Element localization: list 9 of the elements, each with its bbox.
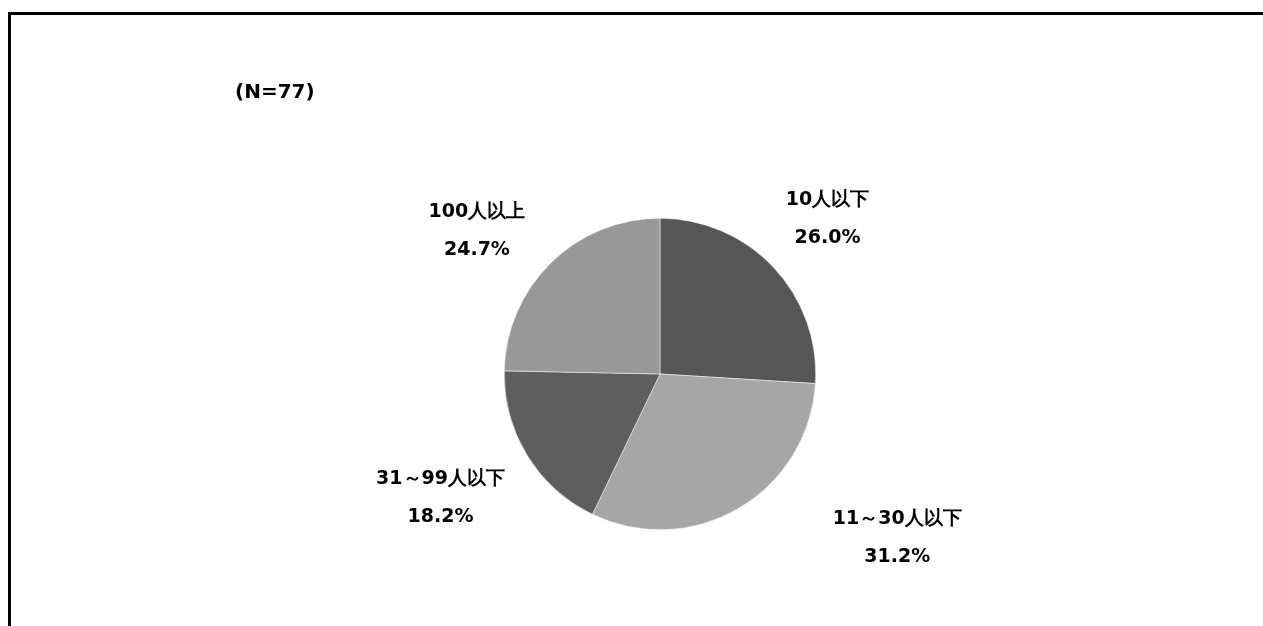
slice-label: 10人以下 [785,187,870,210]
slice-label: 100人以上 [428,198,526,221]
slice-label: 11～30人以下 [832,505,962,528]
data-label: 24.7% [443,236,510,259]
data-label: 26.0% [794,225,861,248]
chart-title: (N=77) [235,79,315,103]
data-label: 18.2% [407,504,474,527]
slice-label: 31～99人以下 [376,466,506,489]
data-label: 31.2% [864,543,931,566]
